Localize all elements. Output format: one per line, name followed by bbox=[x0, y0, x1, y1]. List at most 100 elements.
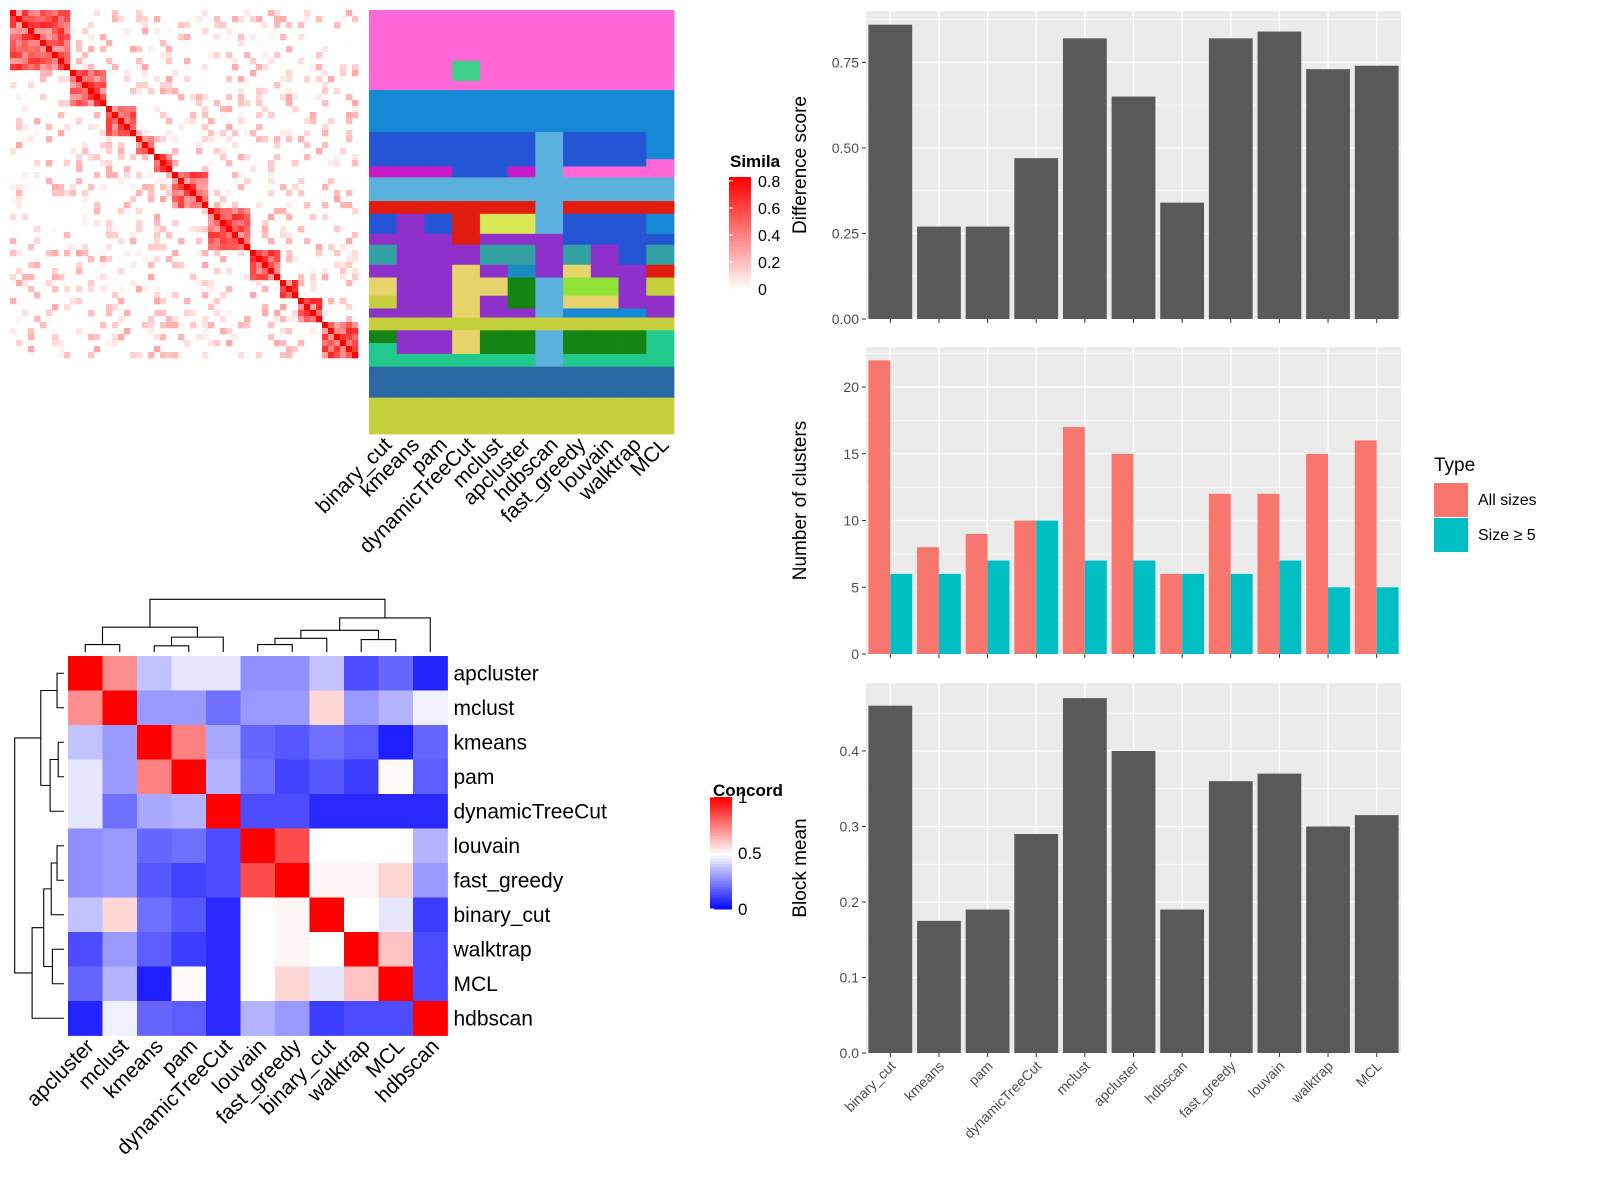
bar bbox=[1208, 38, 1253, 319]
cluster-assignment-cell bbox=[535, 166, 564, 178]
heatmap-cell bbox=[70, 244, 77, 251]
top-dendrogram-branch bbox=[101, 626, 198, 645]
heatmap-cell bbox=[178, 334, 185, 341]
cluster-assignment-cell bbox=[535, 233, 564, 246]
cluster-assignment-cell bbox=[452, 353, 481, 368]
heatmap-cell bbox=[250, 274, 257, 281]
heatmap-cell bbox=[58, 340, 65, 347]
heatmap-cell bbox=[148, 322, 155, 329]
heatmap-cell bbox=[274, 268, 281, 275]
heatmap-cell bbox=[214, 148, 221, 155]
heatmap-cell bbox=[262, 136, 269, 143]
heatmap-cell bbox=[58, 28, 65, 35]
heatmap-cell bbox=[154, 76, 161, 83]
heatmap-cell bbox=[178, 202, 185, 209]
heatmap-cell bbox=[16, 142, 23, 149]
concordance-cell bbox=[344, 759, 379, 795]
row-label: louvain bbox=[454, 835, 521, 858]
concordance-cell bbox=[137, 828, 172, 864]
heatmap-cell bbox=[304, 238, 311, 245]
legend-gradient-step bbox=[729, 179, 751, 184]
x-tick-label: hdbscan bbox=[1142, 1058, 1191, 1107]
heatmap-cell bbox=[232, 334, 239, 341]
cluster-assignment-cell bbox=[563, 30, 592, 42]
heatmap-cell bbox=[130, 232, 137, 239]
concordance-cell bbox=[206, 966, 241, 1002]
cluster-assignment-cell bbox=[618, 308, 647, 318]
heatmap-cell bbox=[70, 190, 77, 197]
heatmap-cell bbox=[322, 184, 329, 191]
concordance-cell bbox=[275, 828, 310, 864]
heatmap-cell bbox=[130, 196, 137, 203]
heatmap-cell bbox=[160, 82, 167, 89]
heatmap-cell bbox=[118, 106, 125, 113]
heatmap-cell bbox=[280, 352, 287, 359]
heatmap-cell bbox=[334, 250, 341, 257]
heatmap-cell bbox=[40, 58, 47, 65]
concordance-dendrograms bbox=[14, 598, 431, 1019]
bar bbox=[1257, 493, 1280, 654]
heatmap-cell bbox=[154, 214, 161, 221]
heatmap-cell bbox=[196, 190, 203, 197]
heatmap-cell bbox=[214, 34, 221, 41]
heatmap-cell bbox=[118, 154, 125, 161]
concordance-cell bbox=[344, 932, 379, 967]
heatmap-cell bbox=[94, 334, 101, 341]
heatmap-cell bbox=[16, 52, 23, 59]
heatmap-cell bbox=[76, 154, 83, 161]
cluster-assignment-cell bbox=[590, 177, 619, 186]
heatmap-cell bbox=[76, 250, 83, 257]
heatmap-cell bbox=[208, 130, 215, 137]
concordance-cell bbox=[102, 863, 138, 898]
heatmap-cell bbox=[280, 16, 287, 23]
heatmap-cell bbox=[46, 40, 53, 47]
heatmap-cell bbox=[82, 142, 89, 149]
heatmap-cell bbox=[340, 148, 347, 155]
heatmap-cell bbox=[268, 262, 275, 269]
heatmap-cell bbox=[22, 40, 29, 47]
heatmap-cell bbox=[286, 190, 293, 197]
heatmap-cell bbox=[88, 88, 95, 95]
heatmap-cell bbox=[322, 106, 329, 113]
cluster-assignment-cell bbox=[590, 90, 619, 133]
heatmap-cell bbox=[106, 130, 113, 137]
heatmap-cell bbox=[136, 148, 143, 155]
heatmap-cell bbox=[76, 118, 83, 125]
cluster-assignment-cell bbox=[424, 397, 453, 435]
bar bbox=[1306, 453, 1329, 654]
heatmap-cell bbox=[100, 160, 107, 167]
concordance-cell bbox=[137, 1001, 172, 1036]
heatmap-cell bbox=[238, 244, 245, 251]
heatmap-cell bbox=[160, 136, 167, 143]
heatmap-cell bbox=[82, 250, 89, 257]
bar bbox=[1062, 38, 1107, 319]
concordance-cell bbox=[309, 794, 345, 829]
x-tick-label: kmeans bbox=[901, 1058, 947, 1104]
heatmap-cell bbox=[178, 352, 185, 359]
heatmap-cell bbox=[16, 124, 23, 131]
left-dendrogram-branch bbox=[57, 741, 64, 778]
cluster-assignment-cell bbox=[535, 244, 564, 266]
heatmap-cell bbox=[28, 34, 35, 41]
heatmap-cell bbox=[64, 232, 71, 239]
cluster-assignment-cell bbox=[646, 264, 675, 278]
heatmap-cell bbox=[214, 220, 221, 227]
heatmap-cell bbox=[280, 130, 287, 137]
heatmap-cell bbox=[352, 160, 359, 167]
heatmap-cell bbox=[226, 232, 233, 239]
heatmap-cell bbox=[334, 88, 341, 95]
heatmap-cell bbox=[298, 298, 305, 305]
heatmap-cell bbox=[244, 52, 251, 59]
heatmap-cell bbox=[232, 220, 239, 227]
heatmap-cell bbox=[118, 142, 125, 149]
cluster-assignment-cell bbox=[535, 201, 564, 215]
heatmap-cell bbox=[304, 298, 311, 305]
cluster-assignment-cell bbox=[646, 10, 675, 20]
heatmap-cell bbox=[316, 94, 323, 101]
heatmap-cell bbox=[244, 178, 251, 185]
cluster-assignment-cell bbox=[507, 330, 536, 344]
cluster-assignment-cell bbox=[369, 80, 398, 91]
legend-gradient-step bbox=[729, 177, 751, 181]
cluster-assignment-cell bbox=[452, 366, 481, 399]
